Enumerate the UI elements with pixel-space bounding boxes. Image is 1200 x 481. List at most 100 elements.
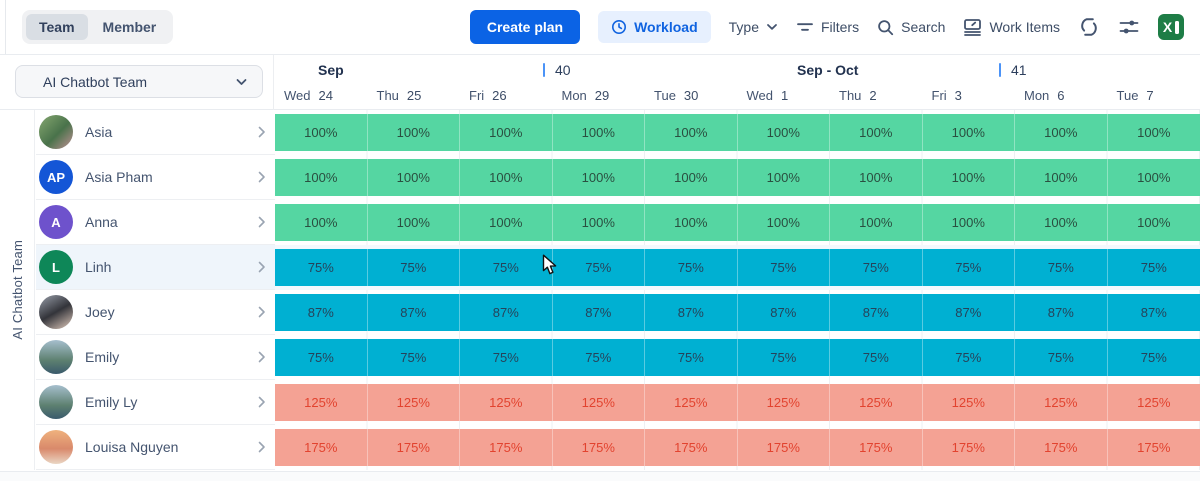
workload-cell[interactable]: 100%: [738, 114, 830, 151]
workload-cell[interactable]: 87%: [368, 294, 460, 331]
workload-cell[interactable]: 87%: [553, 294, 645, 331]
member-row[interactable]: AP Asia Pham: [36, 155, 275, 200]
search-button[interactable]: Search: [877, 19, 945, 36]
workload-cell[interactable]: 75%: [738, 249, 830, 286]
workload-cell[interactable]: 125%: [1108, 384, 1200, 421]
workload-cell[interactable]: 100%: [275, 204, 368, 241]
workload-cell[interactable]: 100%: [368, 159, 460, 196]
workload-cell[interactable]: 75%: [738, 339, 830, 376]
create-plan-button[interactable]: Create plan: [469, 10, 581, 44]
workload-cell[interactable]: 87%: [1108, 294, 1200, 331]
workload-cell[interactable]: 175%: [1108, 429, 1200, 466]
workload-cell[interactable]: 87%: [830, 294, 923, 331]
workload-cell[interactable]: 75%: [1015, 249, 1108, 286]
workload-cell[interactable]: 175%: [275, 429, 368, 466]
workload-cell[interactable]: 125%: [460, 384, 553, 421]
workload-cell[interactable]: 87%: [460, 294, 553, 331]
workload-cell[interactable]: 100%: [923, 114, 1015, 151]
workload-cell[interactable]: 75%: [553, 339, 645, 376]
workload-cell[interactable]: 100%: [923, 159, 1015, 196]
workload-cell[interactable]: 175%: [460, 429, 553, 466]
workload-cell[interactable]: 100%: [460, 114, 553, 151]
workload-cell[interactable]: 100%: [645, 159, 738, 196]
member-row[interactable]: Emily: [36, 335, 275, 380]
workload-cell[interactable]: 75%: [1108, 249, 1200, 286]
workload-cell[interactable]: 75%: [460, 339, 553, 376]
workload-cell[interactable]: 87%: [645, 294, 738, 331]
workload-cell[interactable]: 75%: [275, 339, 368, 376]
work-items-button[interactable]: Work Items: [963, 18, 1060, 37]
workload-cell[interactable]: 100%: [1015, 159, 1108, 196]
workload-button[interactable]: Workload: [598, 11, 711, 43]
member-row[interactable]: A Anna: [36, 200, 275, 245]
workload-cell[interactable]: 87%: [1015, 294, 1108, 331]
workload-cell[interactable]: 100%: [830, 114, 923, 151]
workload-cell[interactable]: 125%: [738, 384, 830, 421]
workload-cell[interactable]: 75%: [923, 339, 1015, 376]
type-dropdown[interactable]: Type: [729, 19, 778, 35]
workload-cell[interactable]: 75%: [645, 249, 738, 286]
workload-cell[interactable]: 125%: [368, 384, 460, 421]
workload-cell[interactable]: 100%: [368, 204, 460, 241]
excel-export-button[interactable]: X: [1158, 14, 1184, 40]
workload-cell[interactable]: 100%: [460, 204, 553, 241]
workload-cell[interactable]: 125%: [275, 384, 368, 421]
workload-cell[interactable]: 100%: [1108, 204, 1200, 241]
workload-cell[interactable]: 100%: [553, 159, 645, 196]
workload-cell[interactable]: 100%: [830, 204, 923, 241]
workload-cell[interactable]: 125%: [1015, 384, 1108, 421]
workload-cell[interactable]: 175%: [738, 429, 830, 466]
member-row[interactable]: Emily Ly: [36, 380, 275, 425]
workload-cell[interactable]: 100%: [645, 204, 738, 241]
workload-cell[interactable]: 75%: [368, 249, 460, 286]
display-settings-button[interactable]: [1118, 18, 1140, 36]
toggle-team[interactable]: Team: [26, 14, 88, 40]
workload-cell[interactable]: 100%: [460, 159, 553, 196]
member-row[interactable]: Asia: [36, 110, 275, 155]
workload-cell[interactable]: 75%: [830, 249, 923, 286]
workload-cell[interactable]: 75%: [923, 249, 1015, 286]
team-selector[interactable]: AI Chatbot Team: [15, 65, 263, 98]
workload-cell[interactable]: 100%: [1108, 159, 1200, 196]
workload-cell[interactable]: 100%: [1015, 204, 1108, 241]
workload-cell[interactable]: 75%: [275, 249, 368, 286]
workload-cell[interactable]: 87%: [275, 294, 368, 331]
workload-cell[interactable]: 100%: [830, 159, 923, 196]
workload-cell[interactable]: 75%: [645, 339, 738, 376]
bottom-scroll-track[interactable]: [0, 471, 1200, 481]
workload-cell[interactable]: 75%: [553, 249, 645, 286]
refresh-button[interactable]: [1078, 16, 1100, 38]
workload-cell[interactable]: 175%: [368, 429, 460, 466]
workload-cell[interactable]: 87%: [923, 294, 1015, 331]
workload-cell[interactable]: 125%: [553, 384, 645, 421]
workload-cell[interactable]: 75%: [368, 339, 460, 376]
workload-cell[interactable]: 87%: [738, 294, 830, 331]
workload-cell[interactable]: 125%: [830, 384, 923, 421]
workload-cell[interactable]: 100%: [368, 114, 460, 151]
workload-cell[interactable]: 125%: [923, 384, 1015, 421]
workload-cell[interactable]: 100%: [1108, 114, 1200, 151]
workload-cell[interactable]: 125%: [645, 384, 738, 421]
workload-cell[interactable]: 100%: [738, 159, 830, 196]
workload-cell[interactable]: 175%: [830, 429, 923, 466]
member-row[interactable]: Louisa Nguyen: [36, 425, 275, 470]
workload-cell[interactable]: 100%: [923, 204, 1015, 241]
member-row[interactable]: Joey: [36, 290, 275, 335]
workload-cell[interactable]: 100%: [275, 159, 368, 196]
workload-cell[interactable]: 100%: [1015, 114, 1108, 151]
workload-cell[interactable]: 175%: [553, 429, 645, 466]
workload-cell[interactable]: 175%: [923, 429, 1015, 466]
workload-cell[interactable]: 75%: [1108, 339, 1200, 376]
workload-cell[interactable]: 175%: [645, 429, 738, 466]
workload-cell[interactable]: 75%: [460, 249, 553, 286]
workload-cell[interactable]: 100%: [553, 204, 645, 241]
workload-cell[interactable]: 100%: [738, 204, 830, 241]
workload-cell[interactable]: 175%: [1015, 429, 1108, 466]
workload-cell[interactable]: 100%: [553, 114, 645, 151]
workload-cell[interactable]: 100%: [645, 114, 738, 151]
toggle-member[interactable]: Member: [90, 14, 170, 40]
member-row[interactable]: L Linh: [36, 245, 275, 290]
workload-cell[interactable]: 75%: [830, 339, 923, 376]
workload-cell[interactable]: 75%: [1015, 339, 1108, 376]
workload-cell[interactable]: 100%: [275, 114, 368, 151]
